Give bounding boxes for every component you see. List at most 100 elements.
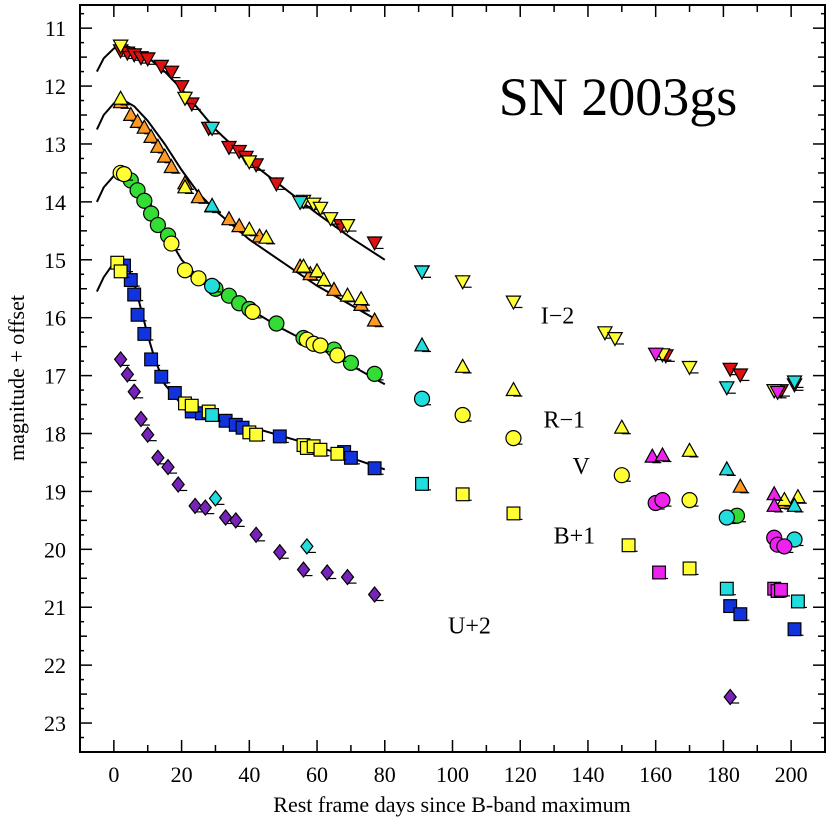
- marker-triangle-down: [454, 275, 471, 290]
- x-tick-label: 200: [775, 762, 808, 787]
- data-point: [188, 497, 205, 515]
- data-point: [733, 607, 750, 622]
- x-tick-label: 180: [707, 762, 740, 787]
- data-point: [313, 442, 330, 457]
- marker-circle: [190, 270, 207, 287]
- y-tick-label: 16: [44, 306, 66, 331]
- data-point: [505, 381, 523, 397]
- marker-square: [113, 264, 128, 279]
- marker-triangle-down: [112, 39, 129, 55]
- marker-circle: [244, 303, 261, 321]
- marker-triangle-up: [230, 217, 248, 233]
- data-point: [203, 197, 222, 213]
- marker-triangle-up: [129, 113, 146, 129]
- data-point: [776, 538, 794, 555]
- data-point: [352, 290, 371, 306]
- marker-triangle-down: [769, 385, 786, 401]
- marker-square: [137, 326, 152, 341]
- marker-circle: [342, 354, 360, 371]
- data-point: [647, 347, 665, 363]
- marker-circle: [163, 235, 180, 252]
- marker-triangle-down: [786, 375, 803, 391]
- series-r-1-late: [644, 446, 784, 513]
- y-tick-label: 11: [45, 16, 66, 41]
- data-point: [330, 446, 347, 461]
- series-v-late: [647, 492, 794, 555]
- marker-diamond: [300, 537, 314, 555]
- y-tick-label: 20: [44, 537, 66, 562]
- band-label: I−2: [541, 303, 575, 329]
- data-point: [268, 315, 286, 332]
- marker-triangle-up: [654, 446, 671, 462]
- marker-square: [130, 307, 145, 322]
- marker-triangle-up: [339, 286, 356, 302]
- data-point: [205, 408, 222, 422]
- marker-diamond: [140, 426, 155, 444]
- y-tick-label: 18: [44, 422, 66, 447]
- data-point: [621, 538, 638, 553]
- marker-circle: [681, 492, 698, 509]
- series-b-1-optical: [110, 255, 699, 576]
- data-point: [505, 295, 523, 311]
- marker-square: [733, 607, 748, 622]
- marker-circle: [268, 315, 285, 332]
- marker-triangle-up: [613, 418, 630, 434]
- x-tick-label: 40: [238, 762, 260, 787]
- data-point: [220, 210, 238, 226]
- marker-square: [652, 565, 667, 580]
- band-label: U+2: [448, 613, 491, 639]
- marker-triangle-down: [718, 381, 735, 396]
- x-axis-label: Rest frame days since B-band maximum: [273, 792, 630, 817]
- data-point: [506, 506, 523, 521]
- marker-square: [506, 506, 521, 521]
- data-point: [249, 526, 266, 544]
- data-point: [291, 195, 310, 211]
- data-point: [329, 347, 347, 364]
- data-point: [340, 568, 357, 586]
- marker-triangle-up: [156, 147, 173, 163]
- data-point: [154, 369, 171, 384]
- data-point: [112, 90, 130, 106]
- marker-triangle-up: [149, 138, 167, 153]
- data-point: [176, 178, 194, 195]
- marker-diamond: [229, 511, 243, 529]
- marker-square: [249, 427, 264, 442]
- series-b-1-late: [652, 565, 790, 598]
- data-point: [774, 582, 790, 597]
- data-point: [203, 121, 222, 137]
- marker-circle: [718, 509, 735, 526]
- data-point: [241, 220, 259, 237]
- data-point: [130, 307, 147, 322]
- data-point: [723, 688, 740, 706]
- marker-triangle-down: [322, 212, 339, 227]
- data-point: [163, 235, 181, 252]
- series-v-optical: [112, 164, 699, 509]
- marker-diamond: [320, 564, 334, 581]
- data-point: [786, 497, 804, 513]
- marker-triangle-down: [139, 52, 156, 68]
- marker-circle: [176, 262, 194, 279]
- data-point: [367, 461, 384, 476]
- data-point: [300, 537, 316, 555]
- marker-diamond: [113, 350, 128, 368]
- marker-diamond: [120, 365, 135, 383]
- series-i-2-uvot: [203, 121, 804, 396]
- series-u-2-uvot: [208, 489, 316, 555]
- marker-triangle-up: [325, 281, 343, 296]
- marker-diamond: [273, 543, 287, 561]
- marker-triangle-up: [308, 262, 326, 278]
- data-point: [786, 375, 804, 391]
- data-point: [268, 177, 286, 193]
- marker-diamond: [151, 449, 165, 467]
- data-point: [681, 492, 699, 509]
- data-point: [732, 368, 750, 384]
- data-point: [766, 497, 784, 513]
- data-point: [613, 418, 631, 435]
- marker-circle: [366, 365, 383, 382]
- y-tick-label: 23: [44, 711, 66, 736]
- x-tick-label: 60: [306, 762, 328, 787]
- data-point: [652, 565, 669, 580]
- marker-square: [184, 398, 199, 413]
- marker-triangle-down: [647, 347, 664, 363]
- data-point: [339, 286, 357, 303]
